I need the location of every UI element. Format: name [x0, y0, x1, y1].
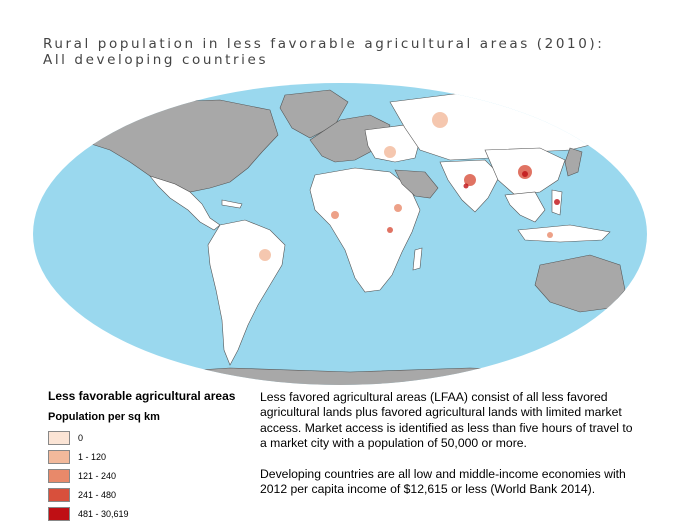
legend-label: 481 - 30,619 [78, 508, 129, 519]
description-developing: Developing countries are all low and mid… [260, 466, 626, 497]
hotspot-china-core [522, 171, 528, 177]
hotspot-east-africa [387, 227, 393, 233]
hotspot-ethiopia [394, 204, 402, 212]
hotspot-india-core [463, 183, 469, 189]
world-map [33, 83, 647, 385]
hotspot-turkey [384, 146, 396, 158]
caribbean [221, 199, 243, 209]
southeast-asia [504, 191, 546, 223]
hotspot-west-africa [331, 211, 339, 219]
description-lfaa: Less favored agricultural areas (LFAA) c… [260, 390, 633, 451]
arabian-peninsula [394, 169, 439, 199]
legend-swatch [48, 430, 70, 445]
mexico-central-america [149, 175, 221, 231]
legend-item: 481 - 30,619 [48, 504, 268, 523]
north-america [84, 99, 279, 193]
legend: Less favorable agricultural areas Popula… [48, 385, 268, 523]
hotspot-philippines [554, 199, 560, 205]
legend-swatch [48, 468, 70, 483]
legend-item: 241 - 480 [48, 485, 268, 504]
legend-swatch [48, 506, 70, 521]
map-title-line2: All developing countries [43, 52, 269, 68]
hotspot-india [464, 174, 476, 186]
legend-item: 1 - 120 [48, 447, 268, 466]
hotspot-indonesia [547, 232, 553, 238]
legend-label: 121 - 240 [78, 470, 117, 481]
legend-title: Less favorable agricultural areas [48, 389, 236, 403]
legend-subtitle: Population per sq km [48, 411, 160, 423]
legend-item: 121 - 240 [48, 466, 268, 485]
madagascar [412, 247, 423, 271]
legend-label: 1 - 120 [78, 451, 107, 462]
hotspot-russia [432, 112, 448, 128]
map-title: Rural population in less favorable agric… [43, 36, 604, 68]
legend-swatch [48, 487, 70, 502]
description: Less favored agricultural areas (LFAA) c… [260, 390, 640, 512]
new-zealand [634, 311, 647, 333]
hotspot-brazil [259, 249, 271, 261]
indonesia [517, 224, 611, 243]
legend-item: 0 [48, 428, 268, 447]
legend-label: 241 - 480 [78, 489, 117, 500]
legend-items: 0 1 - 120 121 - 240 241 - 480 481 - 30,619 [48, 428, 268, 523]
map-title-line1: Rural population in less favorable agric… [43, 36, 605, 52]
legend-swatch [48, 449, 70, 464]
legend-label: 0 [78, 432, 84, 443]
japan [564, 147, 583, 177]
